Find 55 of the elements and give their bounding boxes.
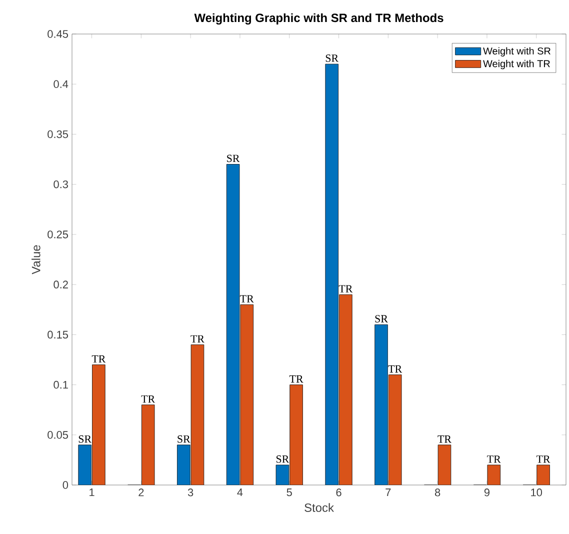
bar xyxy=(339,294,352,485)
y-tick-label: 0 xyxy=(62,481,68,489)
x-axis-title: Stock xyxy=(304,503,334,512)
y-tick-label: 0.45 xyxy=(48,30,68,38)
y-tick-label: 0.4 xyxy=(54,80,68,88)
annotation: TR xyxy=(190,335,204,342)
annotation: TR xyxy=(487,456,501,463)
y-tick-label: 0.3 xyxy=(54,180,68,188)
annotation: TR xyxy=(536,456,550,463)
legend-label: Weight with SR xyxy=(483,47,550,56)
annotation: TR xyxy=(388,365,402,373)
y-tick-label: 0.35 xyxy=(48,130,68,138)
y-tick-label: 0.05 xyxy=(48,431,68,439)
bar xyxy=(92,364,106,485)
annotation: SR xyxy=(178,435,190,443)
bar xyxy=(190,344,204,485)
x-tick-label: 10 xyxy=(531,488,542,496)
annotation: TR xyxy=(240,295,254,302)
annotation: SR xyxy=(227,154,240,162)
bar xyxy=(438,444,452,485)
x-tick-label: 1 xyxy=(90,488,94,496)
annotation: TR xyxy=(141,395,156,403)
x-tick-label: 8 xyxy=(434,488,440,496)
annotation: TR xyxy=(92,355,106,363)
x-tick-label: 6 xyxy=(336,488,342,496)
x-tick-label: 9 xyxy=(484,488,490,496)
annotation: TR xyxy=(338,285,353,292)
bar xyxy=(388,374,402,485)
bar xyxy=(141,404,155,485)
x-tick-label: 4 xyxy=(237,488,243,496)
x-tick-label: 2 xyxy=(138,488,144,496)
bar xyxy=(78,444,92,485)
bar xyxy=(536,464,550,485)
bar xyxy=(325,64,338,485)
y-tick-label: 0.25 xyxy=(48,230,68,238)
annotation: TR xyxy=(289,375,304,383)
annotation: SR xyxy=(326,54,339,62)
annotation: SR xyxy=(276,455,290,463)
y-tick-label: 0.1 xyxy=(54,380,68,389)
bar xyxy=(177,444,190,485)
x-tick-label: 3 xyxy=(188,488,194,496)
annotation: SR xyxy=(375,315,388,322)
legend-label: Weight with TR xyxy=(483,60,550,70)
bar xyxy=(226,164,240,485)
y-tick-label: 0.2 xyxy=(54,280,68,288)
annotation: SR xyxy=(78,435,92,443)
y-axis-title: Value xyxy=(32,245,40,274)
annotation: TR xyxy=(438,436,452,443)
chart-title: Weighting Graphic with SR and TR Methods xyxy=(194,13,444,24)
bar xyxy=(290,384,303,485)
y-tick-label: 0.15 xyxy=(48,330,68,339)
bar xyxy=(240,304,254,485)
x-tick-label: 5 xyxy=(286,488,292,496)
x-tick-label: 7 xyxy=(386,488,391,496)
bar xyxy=(374,324,388,485)
